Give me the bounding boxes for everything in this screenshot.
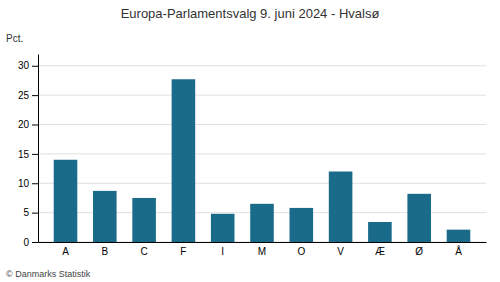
y-tick-mark bbox=[32, 183, 38, 184]
y-axis: 0 5 10 15 20 25 30 bbox=[18, 55, 39, 248]
x-tick: B bbox=[101, 246, 108, 257]
x-tick: O bbox=[297, 246, 305, 257]
grid-line bbox=[38, 124, 486, 125]
grid-line bbox=[38, 153, 486, 154]
y-tick-mark bbox=[32, 66, 38, 67]
y-tick: 15 bbox=[18, 149, 38, 160]
bar bbox=[93, 191, 117, 242]
grid-line bbox=[38, 183, 486, 184]
y-tick-label: 25 bbox=[18, 90, 30, 101]
y-tick-mark bbox=[32, 125, 38, 126]
title: Europa-Parlamentsvalg 9. juni 2024 - Hva… bbox=[121, 6, 380, 21]
bars bbox=[54, 79, 471, 242]
x-tick-label: B bbox=[101, 246, 108, 257]
y-axis-line bbox=[38, 55, 39, 243]
y-tick-mark bbox=[32, 242, 38, 243]
plot: 0 5 10 15 20 25 30 A B C F I M O V Æ Ø Å bbox=[18, 55, 487, 258]
footer: © Danmarks Statistik bbox=[6, 269, 91, 279]
x-tick: Æ bbox=[375, 246, 385, 257]
bar bbox=[54, 160, 78, 242]
y-axis-label: Pct. bbox=[6, 33, 23, 44]
y-tick-label: 20 bbox=[18, 119, 30, 130]
bar bbox=[132, 198, 156, 242]
y-tick-mark bbox=[32, 154, 38, 155]
y-tick-label: 30 bbox=[18, 60, 30, 71]
x-tick-label: M bbox=[258, 246, 266, 257]
y-tick-label: 0 bbox=[23, 237, 29, 248]
y-tick-label: 15 bbox=[18, 149, 30, 160]
bar bbox=[368, 222, 392, 242]
bar bbox=[211, 214, 235, 242]
y-tick: 30 bbox=[18, 60, 38, 71]
x-tick: C bbox=[140, 246, 147, 257]
y-tick: 5 bbox=[23, 207, 38, 218]
y-tick: 20 bbox=[18, 119, 38, 130]
y-tick-label: 5 bbox=[23, 207, 29, 218]
y-tick: 0 bbox=[23, 237, 38, 248]
y-tick: 25 bbox=[18, 90, 38, 101]
grid-line bbox=[38, 65, 486, 66]
x-axis: ABCFIMOVÆØÅ bbox=[39, 243, 487, 258]
chart: Europa-Parlamentsvalg 9. juni 2024 - Hva… bbox=[0, 0, 500, 282]
x-tick-label: Æ bbox=[375, 246, 385, 257]
bar bbox=[447, 230, 471, 242]
bar bbox=[290, 208, 314, 242]
x-tick-label: C bbox=[140, 246, 147, 257]
x-tick: F bbox=[180, 246, 186, 257]
bar bbox=[250, 204, 274, 242]
x-tick-label: A bbox=[62, 246, 69, 257]
bar bbox=[172, 79, 196, 242]
x-tick: Å bbox=[455, 245, 462, 257]
x-tick: I bbox=[221, 246, 224, 257]
x-tick-label: O bbox=[297, 246, 305, 257]
y-tick-mark bbox=[32, 213, 38, 214]
y-tick: 10 bbox=[18, 178, 38, 189]
x-tick-label: I bbox=[221, 246, 224, 257]
bar bbox=[329, 172, 353, 243]
x-axis-line bbox=[39, 242, 487, 243]
x-tick-label: Å bbox=[455, 245, 462, 257]
x-tick: A bbox=[62, 246, 69, 257]
x-tick-label: V bbox=[337, 246, 344, 257]
x-tick-label: F bbox=[180, 246, 186, 257]
bar bbox=[407, 194, 431, 242]
y-tick-label: 10 bbox=[18, 178, 30, 189]
x-tick: M bbox=[258, 246, 266, 257]
x-tick: Ø bbox=[415, 246, 423, 257]
grid bbox=[38, 66, 486, 242]
grid-line bbox=[38, 95, 486, 96]
y-tick-mark bbox=[32, 95, 38, 96]
x-tick-label: Ø bbox=[415, 246, 423, 257]
x-tick: V bbox=[337, 246, 344, 257]
